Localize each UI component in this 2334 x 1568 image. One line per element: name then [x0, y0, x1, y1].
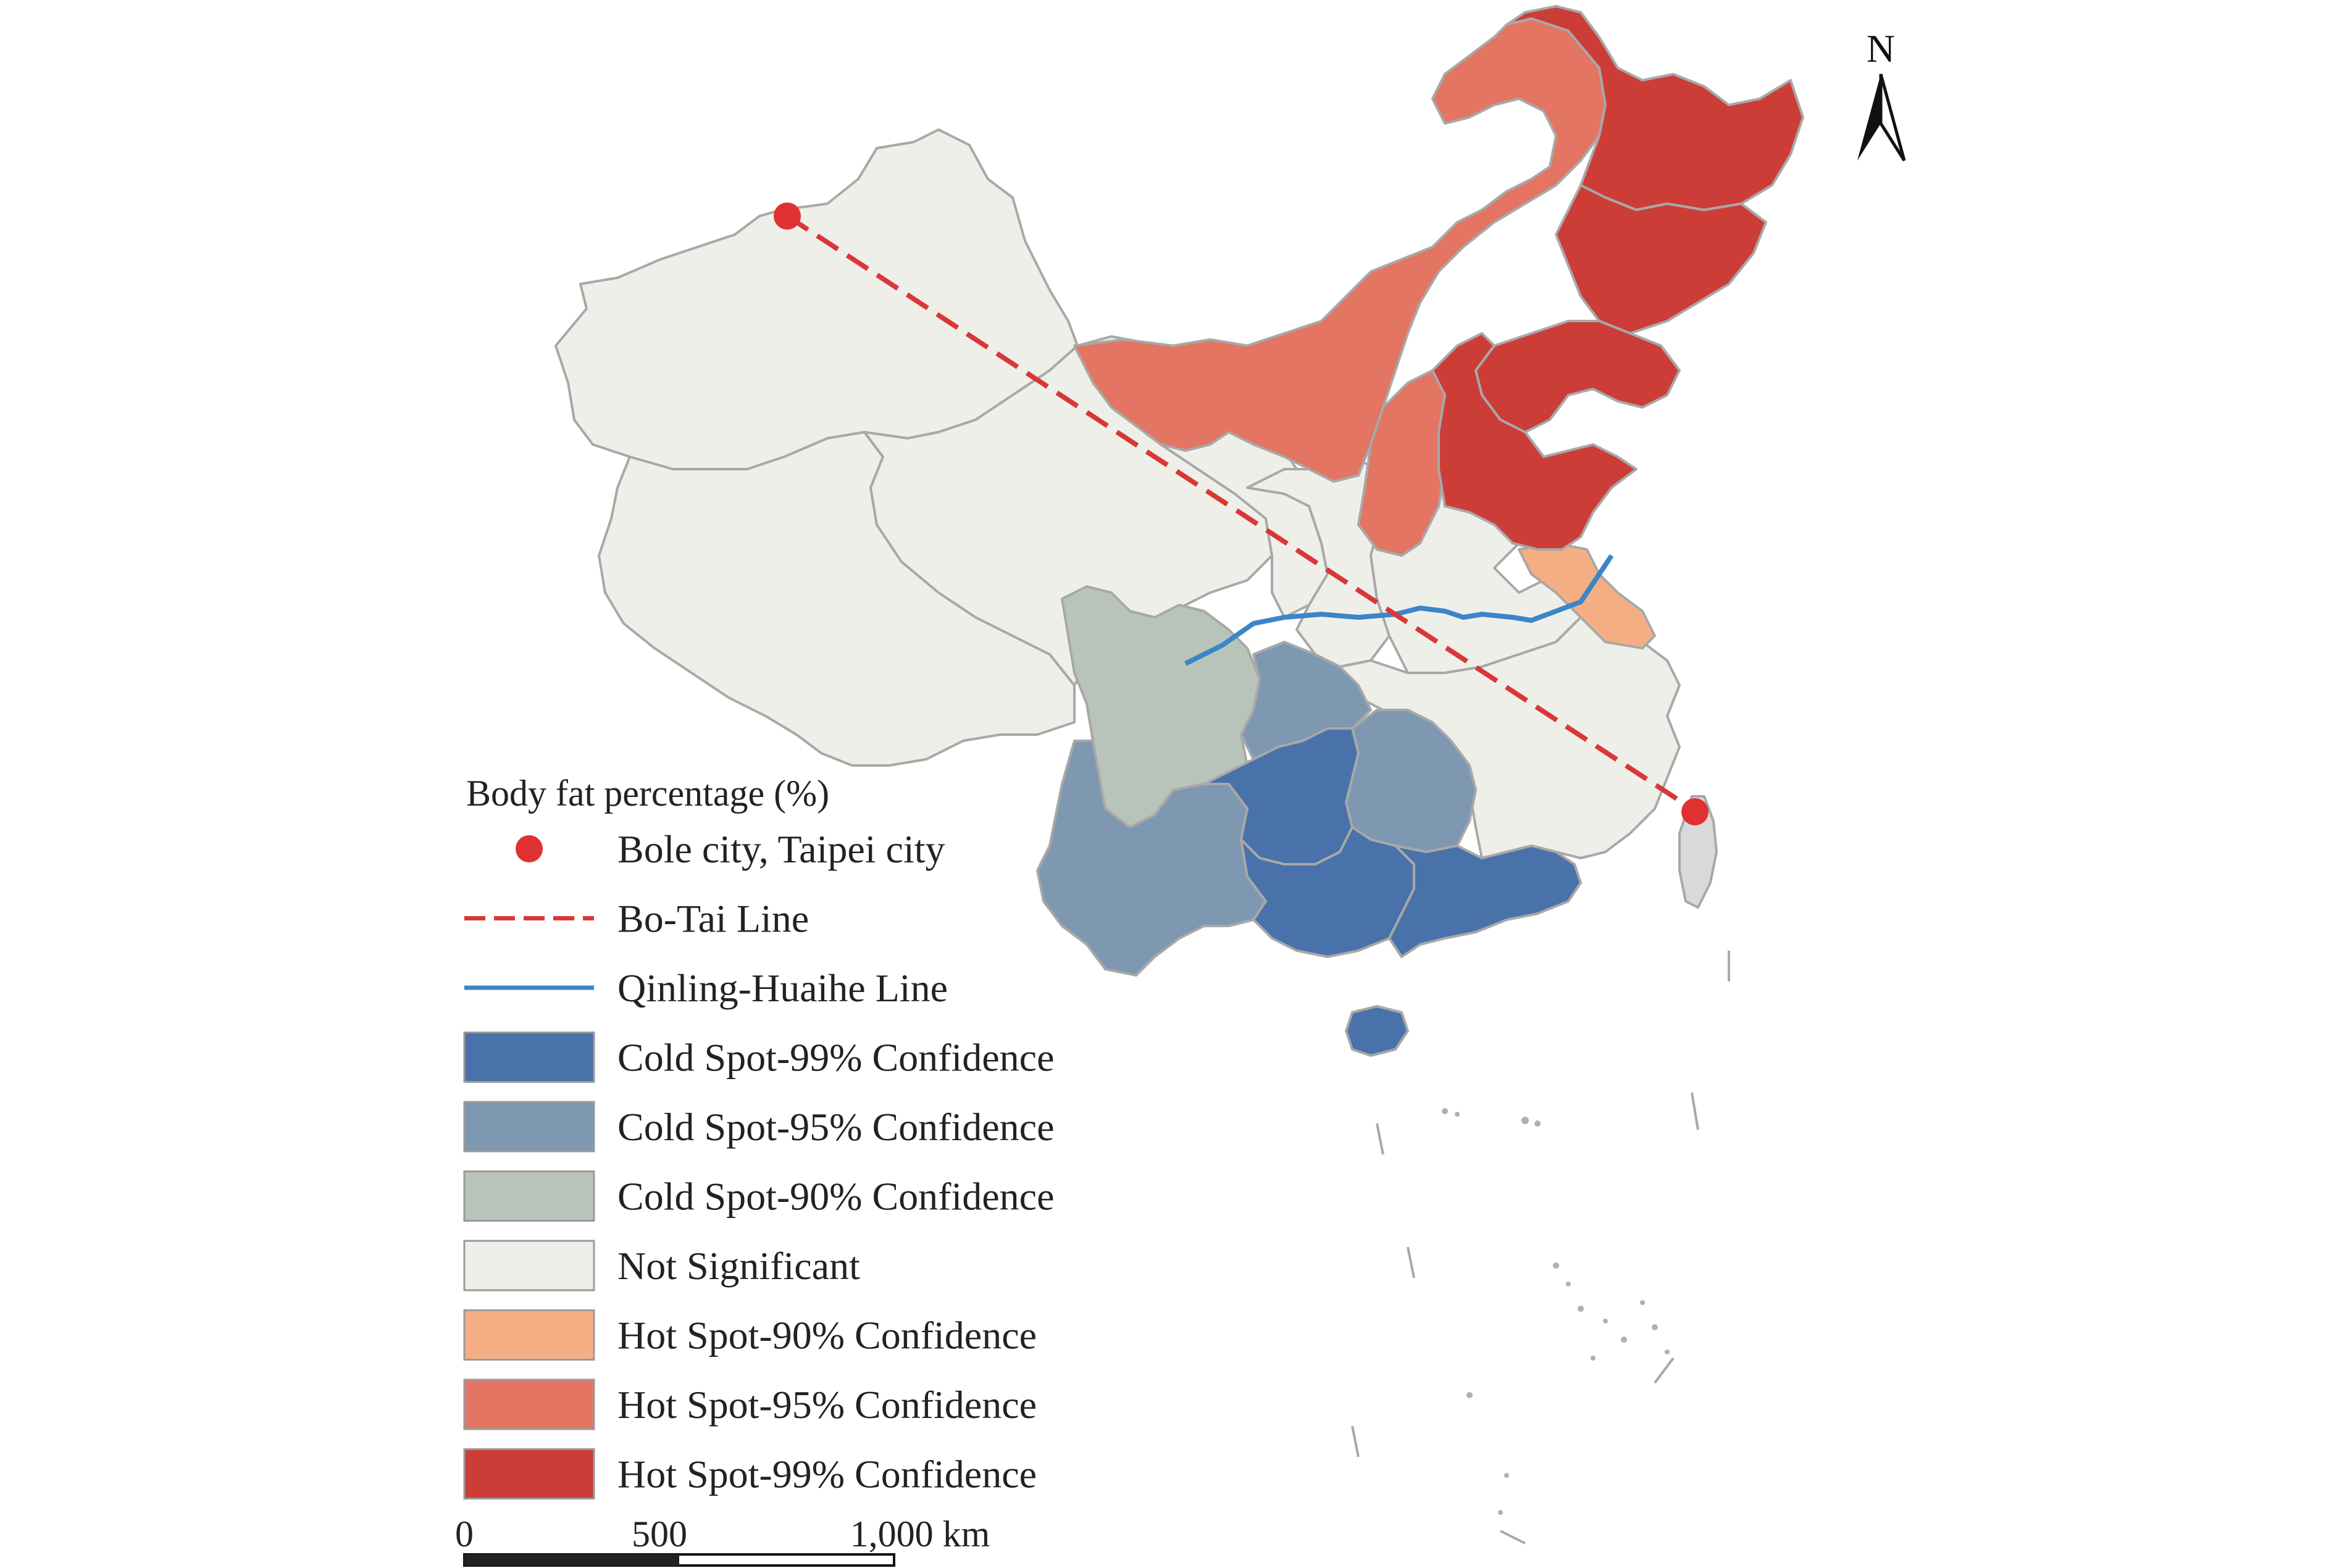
region-heilongjiang	[1505, 5, 1804, 211]
taipei-city-point	[1681, 798, 1709, 825]
region-taiwan	[1678, 795, 1718, 909]
legend-symbol-cold90	[463, 1170, 595, 1222]
legend-symbol-hot95	[463, 1378, 595, 1430]
legend-item-botai: Bo-Tai Line	[464, 897, 809, 941]
region-shandong-beijing	[1431, 332, 1638, 551]
legend-label-hot99: Hot Spot-99% Confidence	[617, 1453, 1037, 1496]
legend-label-cold90: Cold Spot-90% Confidence	[617, 1175, 1054, 1219]
legend-item-hot95: Hot Spot-95% Confidence	[463, 1378, 1037, 1430]
north-arrow: N	[1857, 27, 1906, 162]
qinling-huaihe-line	[1184, 554, 1614, 666]
legend-label-cold95: Cold Spot-95% Confidence	[617, 1105, 1054, 1149]
scale-label-0: 0	[455, 1514, 474, 1554]
region-liaoning	[1474, 320, 1681, 433]
legend-item-hot99: Hot Spot-99% Confidence	[463, 1448, 1037, 1499]
legend-label-botai: Bo-Tai Line	[617, 897, 809, 941]
legend-symbol-hot90	[463, 1309, 595, 1361]
north-arrow-label: N	[1867, 27, 1895, 70]
south-sea-islands	[1442, 1108, 1670, 1515]
legend-item-cold95: Cold Spot-95% Confidence	[463, 1101, 1054, 1153]
region-tibet	[598, 431, 1076, 767]
legend-title: Body fat percentage (%)	[466, 773, 829, 814]
scale-label-500: 500	[632, 1514, 687, 1554]
legend-symbol-cold95	[463, 1101, 595, 1153]
legend-label-qinling: Qinling-Huaihe Line	[617, 966, 948, 1010]
region-jilin	[1555, 184, 1767, 335]
region-qinghai	[863, 344, 1273, 686]
region-hainan	[1345, 1005, 1409, 1057]
north-arrow-icon	[1857, 74, 1881, 161]
legend-label-hot95: Hot Spot-95% Confidence	[617, 1383, 1037, 1427]
legend: Body fat percentage (%) Bole city, Taipe…	[463, 773, 1054, 1499]
legend-item-cold90: Cold Spot-90% Confidence	[463, 1170, 1054, 1222]
region-guizhou	[1203, 727, 1360, 865]
legend-label-cold99: Cold Spot-99% Confidence	[617, 1036, 1054, 1080]
region-guangdong	[1388, 844, 1582, 958]
legend-symbol-notsig	[463, 1240, 595, 1291]
legend-item-hot90: Hot Spot-90% Confidence	[463, 1309, 1037, 1361]
legend-symbol-city	[516, 835, 543, 862]
scale-bar-segment-filled	[464, 1554, 679, 1566]
legend-label-city: Bole city, Taipei city	[617, 827, 945, 871]
legend-item-city: Bole city, Taipei city	[516, 827, 945, 871]
region-yunnan	[1036, 740, 1267, 977]
legend-symbol-hot99	[463, 1448, 595, 1499]
scale-bar: 0 500 1,000 km	[455, 1514, 990, 1567]
bole-city-point	[774, 202, 801, 230]
legend-label-notsig: Not Significant	[617, 1244, 860, 1288]
nine-dash-line	[1351, 951, 1730, 1545]
legend-item-notsig: Not Significant	[463, 1240, 860, 1291]
scale-label-1000: 1,000 km	[850, 1514, 990, 1554]
legend-symbol-cold99	[463, 1032, 595, 1083]
legend-label-hot90: Hot Spot-90% Confidence	[617, 1314, 1037, 1357]
bo-tai-line	[785, 214, 1694, 811]
legend-item-qinling: Qinling-Huaihe Line	[464, 966, 948, 1010]
legend-item-cold99: Cold Spot-99% Confidence	[463, 1032, 1054, 1083]
north-arrow-icon-right	[1879, 73, 1906, 162]
map-lines	[774, 202, 1709, 825]
